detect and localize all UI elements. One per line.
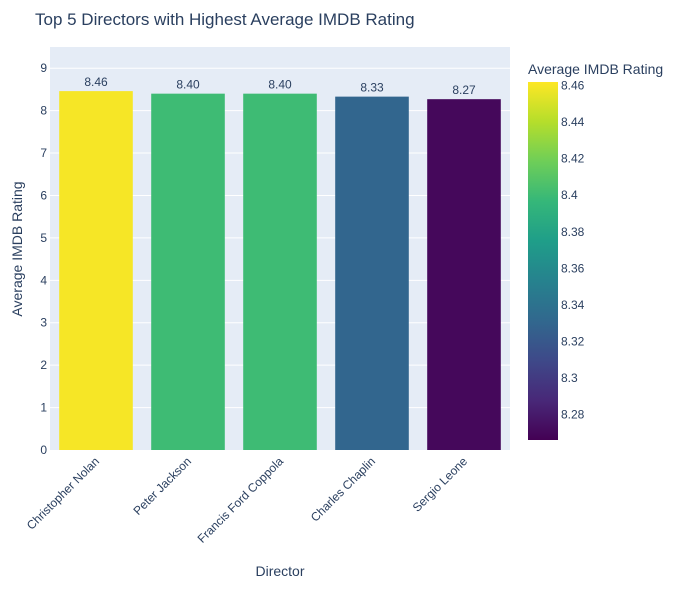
x-tick-label: Peter Jackson (130, 454, 194, 518)
y-tick-label: 5 (40, 231, 47, 245)
y-tick-label: 0 (40, 443, 47, 457)
colorbar-ticks: 8.28 8.3 8.32 8.34 8.36 8.38 8.4 8.42 8.44 8.46 (561, 79, 585, 422)
bar (151, 93, 225, 451)
y-tick-label: 7 (40, 146, 47, 160)
bar (59, 91, 133, 451)
y-tick-label: 1 (40, 401, 47, 415)
x-axis-title: Director (255, 563, 304, 579)
colorbar-tick-label: 8.32 (561, 334, 585, 348)
bar (335, 96, 409, 450)
bar-value-label: 8.46 (84, 75, 108, 89)
y-tick-label: 9 (40, 61, 47, 75)
colorbar-tick-label: 8.46 (561, 79, 585, 93)
y-axis-title: Average IMDB Rating (9, 181, 25, 316)
y-tick-label: 3 (40, 316, 47, 330)
bar-value-label: 8.33 (360, 81, 384, 95)
colorbar: Average IMDB Rating 8.288.38.328.348.368… (528, 61, 663, 440)
bar (427, 99, 501, 451)
x-tick-label: Sergio Leone (410, 454, 471, 515)
colorbar-tick-label: 8.38 (561, 225, 585, 239)
y-tick-label: 6 (40, 188, 47, 202)
bars (59, 91, 501, 451)
chart-title: Top 5 Directors with Highest Average IMD… (35, 10, 415, 29)
bar (243, 93, 317, 451)
bar-value-label: 8.40 (268, 78, 292, 92)
y-tick-label: 2 (40, 358, 47, 372)
bar-value-labels: 8.46 8.40 8.40 8.33 8.27 (84, 75, 476, 97)
colorbar-tick-label: 8.44 (561, 115, 585, 129)
colorbar-gradient (528, 82, 558, 440)
x-tick-label: Francis Ford Coppola (195, 454, 287, 546)
x-axis-ticks: Christopher Nolan Peter Jackson Francis Fo… (24, 454, 471, 546)
x-tick-label: Charles Chaplin (308, 454, 378, 524)
colorbar-tick-label: 8.36 (561, 261, 585, 275)
colorbar-title: Average IMDB Rating (528, 61, 663, 77)
colorbar-tick-label: 8.34 (561, 298, 585, 312)
colorbar-tick-label: 8.28 (561, 407, 585, 421)
y-axis-ticks: 0 1 2 3 4 5 6 7 8 9 (40, 61, 47, 457)
bar-value-label: 8.27 (452, 83, 476, 97)
y-tick-label: 8 (40, 104, 47, 118)
y-tick-label: 4 (40, 273, 47, 287)
x-tick-label: Christopher Nolan (24, 454, 102, 532)
bar-value-label: 8.40 (176, 78, 200, 92)
colorbar-tick-label: 8.3 (561, 371, 578, 385)
colorbar-tick-label: 8.4 (561, 188, 578, 202)
colorbar-tick-label: 8.42 (561, 152, 585, 166)
